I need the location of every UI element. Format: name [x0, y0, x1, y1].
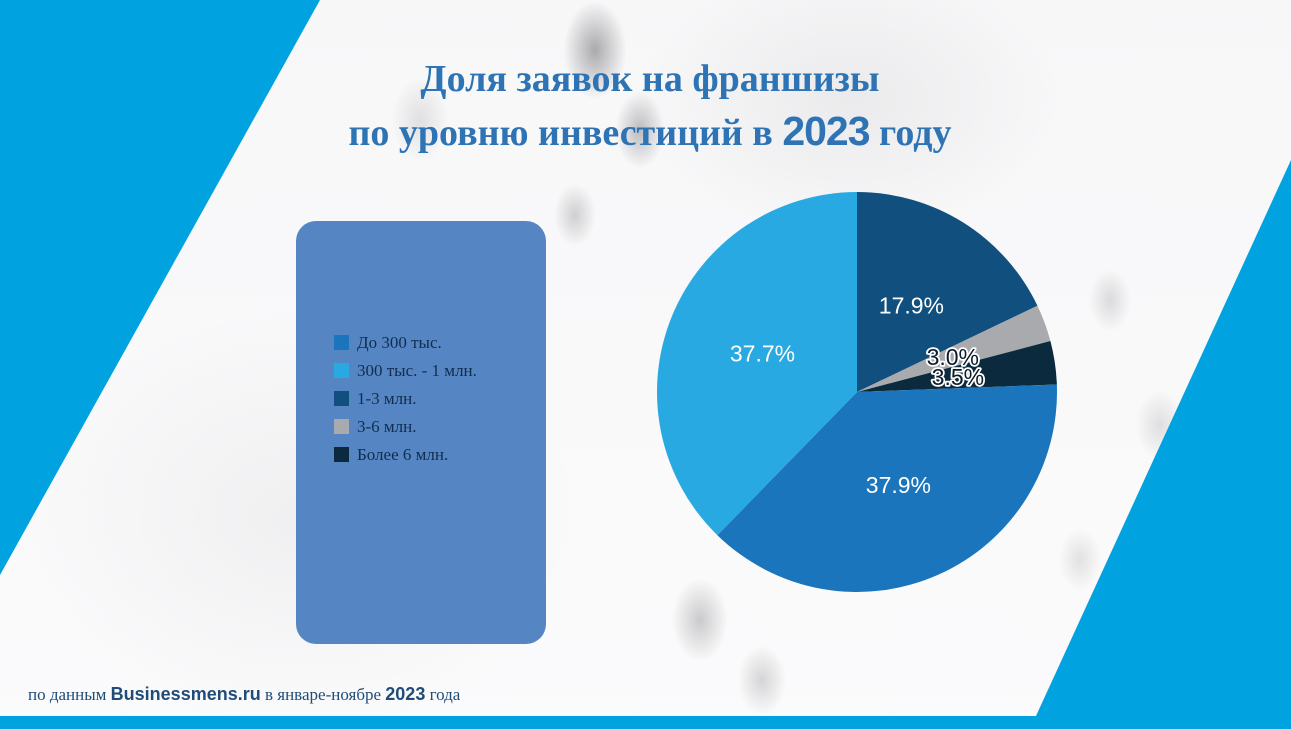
- title-line-1: Доля заявок на франшизы: [245, 54, 1055, 104]
- legend-items: До 300 тыс. 300 тыс. - 1 млн. 1-3 млн. 3-6 …: [334, 333, 477, 464]
- title-line-2: по уровню инвестиций в 2023 году: [245, 104, 1055, 158]
- pie-slice: [657, 192, 857, 536]
- legend-label: 3-6 млн.: [357, 416, 417, 436]
- footer-mid: в январе-ноябре: [260, 685, 386, 704]
- title-year: 2023: [782, 108, 870, 155]
- legend-swatch: [334, 419, 349, 434]
- bottom-accent-bar: [0, 716, 1291, 729]
- legend-panel: До 300 тыс. 300 тыс. - 1 млн. 1-3 млн. 3-6 …: [296, 221, 546, 644]
- legend-item: 3-6 млн.: [334, 417, 477, 436]
- footer-brand: Businessmens.ru: [110, 684, 261, 704]
- legend-swatch: [334, 447, 349, 462]
- legend-label: 1-3 млн.: [357, 388, 417, 408]
- legend-swatch: [334, 363, 349, 378]
- pie-slice: [857, 341, 1057, 392]
- footer-post: года: [425, 685, 461, 704]
- pie-slice: [857, 192, 1038, 392]
- title-line1-text: Доля заявок на франшизы: [420, 58, 880, 100]
- title-line2-pre: по уровню инвестиций в: [348, 112, 783, 155]
- pie-slice-label: 3.5%: [932, 364, 984, 390]
- legend-item: До 300 тыс.: [334, 333, 477, 352]
- pie-slice-label: 37.7%: [730, 341, 795, 367]
- pie-slice-label: 37.9%: [866, 472, 931, 498]
- legend-label: Более 6 млн.: [357, 444, 449, 464]
- footer-year: 2023: [385, 684, 426, 704]
- legend-item: Более 6 млн.: [334, 445, 477, 464]
- legend-item: 300 тыс. - 1 млн.: [334, 361, 477, 380]
- pie-slice: [717, 384, 1058, 593]
- legend-swatch: [334, 391, 349, 406]
- pie-slice-label: 3.0%: [927, 344, 979, 370]
- legend-item: 1-3 млн.: [334, 389, 477, 408]
- title-line2-post: году: [869, 112, 952, 155]
- pie-chart: 17.9% 3.0%3.5% 37.9% 37.7%: [657, 192, 1058, 593]
- chart-title: Доля заявок на франшизы по уровню инвест…: [245, 54, 1055, 158]
- pie-slice: [857, 305, 1051, 392]
- footer-pre: по данным: [28, 685, 111, 704]
- legend-swatch: [334, 335, 349, 350]
- legend-label: До 300 тыс.: [357, 332, 442, 352]
- pie-slice-label: 17.9%: [879, 293, 944, 319]
- legend-label: 300 тыс. - 1 млн.: [357, 360, 477, 380]
- source-attribution: по данным Businessmens.ru в январе-ноябр…: [28, 684, 460, 705]
